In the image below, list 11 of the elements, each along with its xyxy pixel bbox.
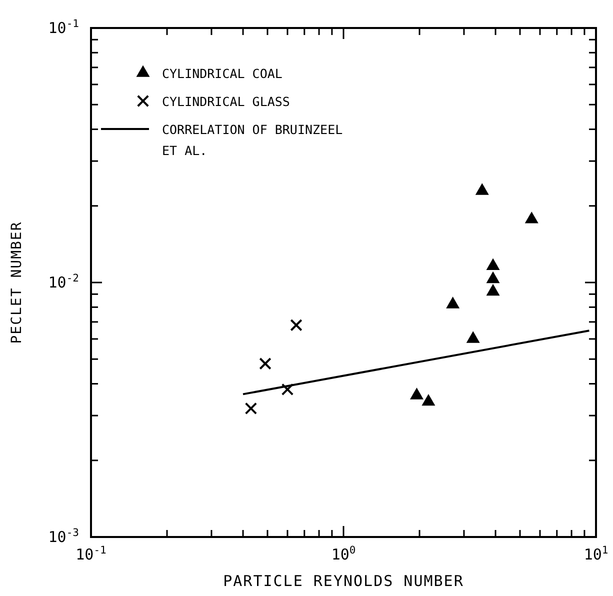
- x-tick-label: 10$^{0}$: [331, 544, 356, 564]
- legend-label: CYLINDRICAL COAL: [162, 66, 282, 81]
- legend-label: CORRELATION OF BRUINZEEL ET AL.: [162, 122, 343, 158]
- x-axis-title: PARTICLE REYNOLDS NUMBER: [223, 572, 464, 590]
- x-tick-label: 10$^{-1}$: [76, 544, 106, 564]
- legend-label: CYLINDRICAL GLASS: [162, 94, 290, 109]
- y-tick-label: 10$^{-3}$: [48, 526, 79, 546]
- y-axis-title: PECLET NUMBER: [9, 221, 25, 344]
- y-tick-label: 10$^{-2}$: [48, 272, 79, 292]
- y-tick-label: 10$^{-1}$: [48, 18, 79, 37]
- x-tick-label: 10$^{1}$: [584, 544, 608, 564]
